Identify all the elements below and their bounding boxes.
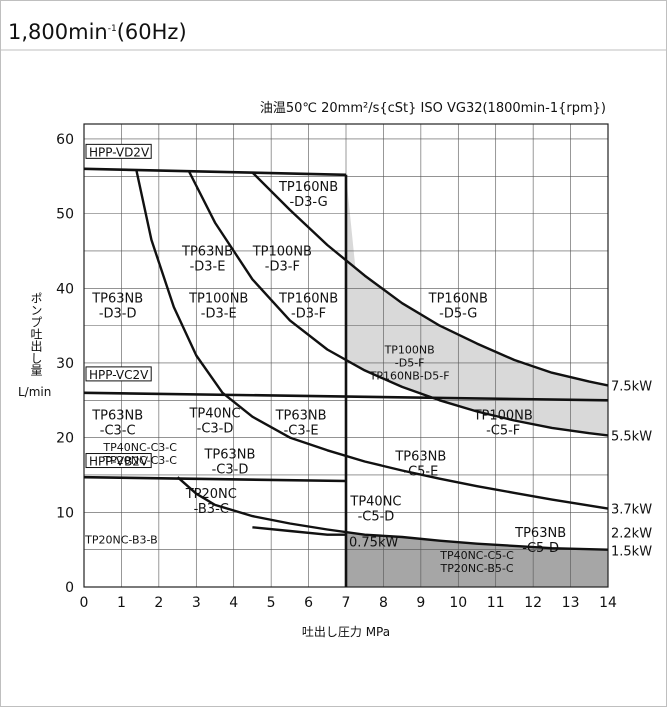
region-label: TP63NB -D3-D: [91, 291, 143, 321]
shade-dark-region: [346, 532, 608, 587]
chart-title: 油温50℃ 20mm²/s{cSt} ISO VG32(1800min-1{rp…: [260, 101, 606, 116]
region-label: TP40NC -C3-D: [188, 406, 240, 436]
region-label: TP100NB -D3-E: [188, 291, 248, 321]
region-label: TP63NB -C3-D: [203, 447, 255, 477]
region-label: TP63NB -C3-C: [91, 409, 143, 439]
x-tick-label: 13: [562, 595, 580, 611]
region-label: TP63NB -C5-E: [394, 450, 446, 480]
power-curve: [252, 526, 346, 536]
region-label: TP40NC -C5-D: [349, 494, 401, 524]
power-curve: [187, 170, 609, 437]
x-tick-label: 1: [117, 595, 126, 611]
x-tick-label: 4: [229, 595, 238, 611]
region-label: TP40NC-C5-C TP20NC-B5-C: [439, 549, 514, 575]
x-tick-label: 9: [416, 595, 425, 611]
region-label: TP63NB -C5-D: [514, 526, 566, 556]
region-label: TP160NB -D5-G: [428, 291, 488, 321]
y-tick-label: 60: [56, 132, 74, 148]
power-label: 2.2kW: [611, 526, 652, 541]
power-label: 1.5kW: [611, 544, 652, 559]
page-header: 1,800min-1(60Hz): [0, 0, 667, 50]
pump-label-box: [85, 453, 152, 469]
pump-label: HPP-VD2V: [89, 145, 150, 159]
x-tick-label: 5: [267, 595, 276, 611]
x-tick-label: 10: [449, 595, 467, 611]
y-tick-label: 50: [56, 207, 74, 223]
region-label: TP160NB -D3-F: [278, 291, 338, 321]
power-label: 3.7kW: [611, 503, 652, 518]
pump-label-box: [85, 366, 152, 382]
region-label: TP20NC-B3-B: [84, 534, 158, 547]
region-label: TP100NB -D5-F TP160NB-D5-F: [369, 344, 450, 383]
pump-label: HPP-VB2V: [89, 455, 149, 469]
region-label: TP63NB -D3-E: [181, 244, 233, 274]
region-label: TP100NB -C5-F: [473, 409, 533, 439]
y-tick-label: 40: [56, 281, 74, 297]
y-tick-label: 20: [56, 431, 74, 447]
pump-label: HPP-VC2V: [89, 368, 149, 382]
region-label: TP20NC -B3-C: [185, 487, 237, 517]
x-tick-label: 0: [80, 595, 89, 611]
y-tick-label: 30: [56, 356, 74, 372]
region-label: TP40NC-C3-C TP20NC-C3-C: [102, 441, 177, 467]
limit-line: [83, 167, 347, 177]
x-tick-label: 7: [342, 595, 351, 611]
region-label: TP100NB -D3-F: [252, 244, 312, 274]
power-label: 0.75kW: [349, 536, 398, 551]
power-curve: [176, 476, 609, 551]
limit-line: [83, 475, 347, 483]
x-tick-label: 12: [524, 595, 542, 611]
x-axis-title: 吐出し圧力 MPa: [302, 625, 390, 639]
power-label: 7.5kW: [611, 379, 652, 394]
y-axis-title: ポンプ吐出し量: [29, 292, 43, 376]
page-title: 1,800min-1(60Hz): [8, 20, 187, 44]
x-tick-label: 11: [487, 595, 505, 611]
x-tick-label: 8: [379, 595, 388, 611]
y-tick-label: 10: [56, 505, 74, 521]
y-axis-unit: L/min: [18, 385, 51, 399]
x-tick-label: 3: [192, 595, 201, 611]
pump-label-box: [85, 143, 152, 159]
x-tick-label: 2: [154, 595, 163, 611]
y-tick-label: 0: [65, 580, 74, 596]
x-tick-label: 14: [599, 595, 617, 611]
power-curve: [251, 171, 609, 387]
x-tick-label: 6: [304, 595, 313, 611]
power-label: 5.5kW: [611, 429, 652, 444]
region-label: TP63NB -C3-E: [275, 409, 327, 439]
region-label: TP160NB -D3-G: [278, 180, 338, 210]
